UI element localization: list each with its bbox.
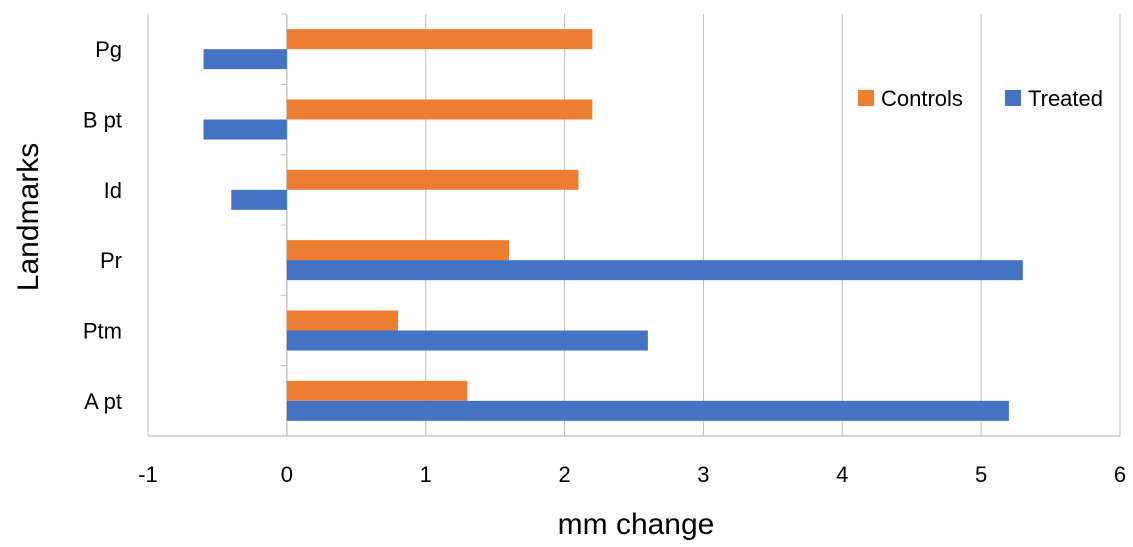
bar-controls-3 xyxy=(286,169,579,190)
bar-treated-3 xyxy=(231,189,287,210)
y-axis-title: Landmarks xyxy=(12,143,45,291)
bar-treated-2 xyxy=(286,260,1023,281)
x-tick-label: -1 xyxy=(138,462,158,487)
bars xyxy=(203,29,1023,421)
legend-swatch-treated xyxy=(1005,90,1021,106)
legend-swatch-controls xyxy=(858,90,874,106)
x-tick-label: 1 xyxy=(420,462,432,487)
gridlines xyxy=(147,14,1121,436)
bar-controls-5 xyxy=(286,29,593,50)
y-tick-label: Ptm xyxy=(83,319,122,344)
x-tick-label: 6 xyxy=(1114,462,1126,487)
legend: Controls Treated xyxy=(858,86,1103,111)
y-tick-label: A pt xyxy=(84,389,122,414)
x-tick-label: 4 xyxy=(836,462,848,487)
tick-labels: -1 0 1 2 3 4 5 6 A pt Ptm Pr Id B pt Pg xyxy=(83,37,1126,487)
bar-treated-0 xyxy=(286,400,1009,421)
bar-treated-4 xyxy=(203,119,287,140)
x-tick-label: 2 xyxy=(558,462,570,487)
x-axis-title: mm change xyxy=(558,508,715,541)
y-tick-label: Pr xyxy=(100,248,122,273)
y-tick-label: Id xyxy=(104,178,122,203)
bar-controls-0 xyxy=(286,380,468,401)
bar-controls-1 xyxy=(286,310,398,331)
x-tick-label: 5 xyxy=(975,462,987,487)
x-tick-label: 0 xyxy=(281,462,293,487)
legend-label-treated: Treated xyxy=(1028,86,1103,111)
y-tick-label: Pg xyxy=(95,37,122,62)
legend-label-controls: Controls xyxy=(881,86,963,111)
axes xyxy=(148,13,1120,437)
bar-controls-4 xyxy=(286,99,593,120)
x-tick-label: 3 xyxy=(697,462,709,487)
bar-treated-1 xyxy=(286,330,648,351)
y-tick-label: B pt xyxy=(83,108,122,133)
bar-controls-2 xyxy=(286,240,510,261)
bar-treated-5 xyxy=(203,49,287,70)
